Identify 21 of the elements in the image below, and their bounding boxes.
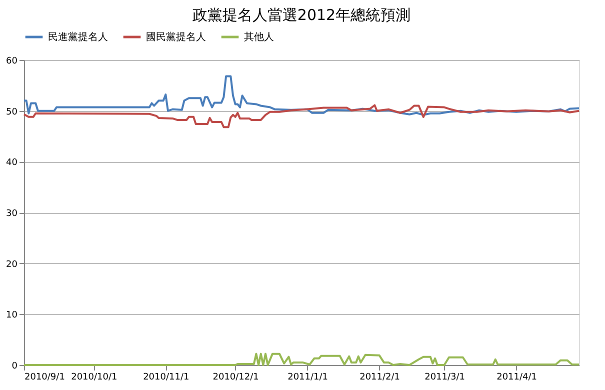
y-tick-label: 60 — [6, 56, 18, 66]
x-tick-label: 2011/3/1 — [424, 372, 466, 382]
x-tick-label: 2011/1/1 — [288, 372, 328, 382]
x-tick-label: 2011/4/1 — [496, 372, 538, 382]
legend-label: 其他人 — [244, 31, 274, 43]
line-series — [23, 75, 580, 116]
y-tick-label: 50 — [6, 107, 18, 118]
x-tick-label: 2011/2/1 — [360, 372, 400, 382]
x-tick-label: 2010/11/1 — [143, 372, 190, 382]
y-tick-label: 20 — [6, 260, 18, 270]
chart-title: 政黨提名人當選2012年總統預測 — [192, 6, 411, 24]
x-tick-label: 2010/10/1 — [71, 372, 118, 382]
x-tick-label: 2010/12/1 — [212, 372, 259, 382]
y-tick-label: 40 — [6, 158, 18, 168]
line-series — [23, 104, 580, 128]
legend-label: 民進黨提名人 — [48, 31, 108, 43]
y-tick-label: 10 — [6, 310, 18, 321]
y-tick-label: 0 — [12, 362, 18, 372]
y-tick-label: 30 — [6, 209, 18, 219]
x-tick-label: 2010/9/1 — [24, 372, 65, 382]
legend-label: 國民黨提名人 — [146, 31, 206, 43]
